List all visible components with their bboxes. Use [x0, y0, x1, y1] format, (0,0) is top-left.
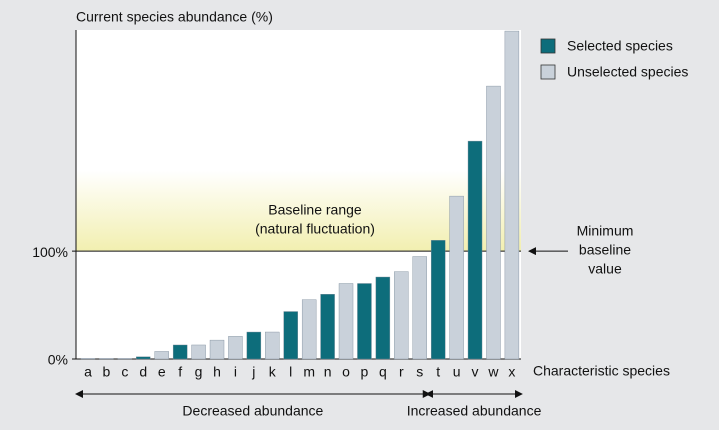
bar — [375, 276, 391, 360]
minimum-label: Minimum — [577, 223, 634, 239]
bar — [412, 256, 427, 360]
y-tick-label: 0% — [48, 352, 68, 368]
bar — [209, 339, 225, 360]
x-tick-label: r — [399, 364, 404, 380]
x-tick-label: c — [121, 364, 128, 380]
x-tick-label: o — [342, 364, 350, 380]
baseline-label: (natural fluctuation) — [255, 221, 375, 237]
bar — [430, 240, 446, 360]
x-tick-label: x — [508, 364, 515, 380]
bar — [486, 85, 501, 360]
bar — [172, 344, 188, 360]
x-tick-label: n — [324, 364, 332, 380]
x-tick-label: l — [289, 364, 292, 380]
baseline-band — [76, 170, 521, 252]
group-label: Decreased abundance — [182, 403, 323, 419]
bar — [357, 283, 372, 360]
x-tick-label: f — [178, 364, 182, 380]
x-tick-label: a — [84, 364, 92, 380]
bar — [80, 358, 96, 360]
bar — [467, 140, 483, 360]
x-tick-label: k — [269, 364, 277, 380]
bar — [136, 356, 151, 360]
bar — [301, 299, 317, 360]
bar — [449, 195, 464, 360]
bar — [191, 344, 206, 360]
bar — [265, 331, 280, 360]
legend-swatch — [540, 38, 556, 54]
x-tick-label: u — [453, 364, 461, 380]
x-tick-label: e — [158, 364, 166, 380]
x-axis-label: Characteristic species — [533, 363, 670, 379]
baseline-label: Baseline range — [268, 202, 362, 218]
bar — [504, 30, 520, 360]
bar — [154, 351, 169, 360]
x-tick-label: j — [251, 364, 255, 380]
group-label: Increased abundance — [407, 403, 542, 419]
y-tick-label: 100% — [32, 244, 68, 260]
bar — [338, 283, 354, 360]
bar — [320, 294, 335, 360]
legend-swatch — [540, 64, 556, 80]
x-tick-label: b — [103, 364, 111, 380]
y-axis-label: Current species abundance (%) — [76, 9, 273, 25]
x-tick-label: h — [213, 364, 221, 380]
legend-label: Unselected species — [567, 64, 688, 80]
x-tick-label: s — [416, 364, 423, 380]
x-tick-label: t — [436, 364, 440, 380]
x-tick-label: v — [472, 364, 479, 380]
bar — [228, 336, 243, 360]
x-tick-label: w — [487, 364, 499, 380]
bar — [394, 271, 409, 360]
x-tick-label: q — [379, 364, 387, 380]
bar — [117, 358, 133, 360]
minimum-label: value — [588, 261, 622, 277]
bar — [246, 331, 262, 360]
bar — [283, 311, 298, 360]
minimum-label: baseline — [579, 242, 631, 258]
x-tick-label: g — [195, 364, 203, 380]
legend-label: Selected species — [567, 38, 673, 54]
bar — [99, 358, 114, 360]
x-tick-label: m — [303, 364, 315, 380]
x-tick-label: d — [139, 364, 147, 380]
x-tick-label: i — [234, 364, 237, 380]
x-tick-label: p — [361, 364, 369, 380]
